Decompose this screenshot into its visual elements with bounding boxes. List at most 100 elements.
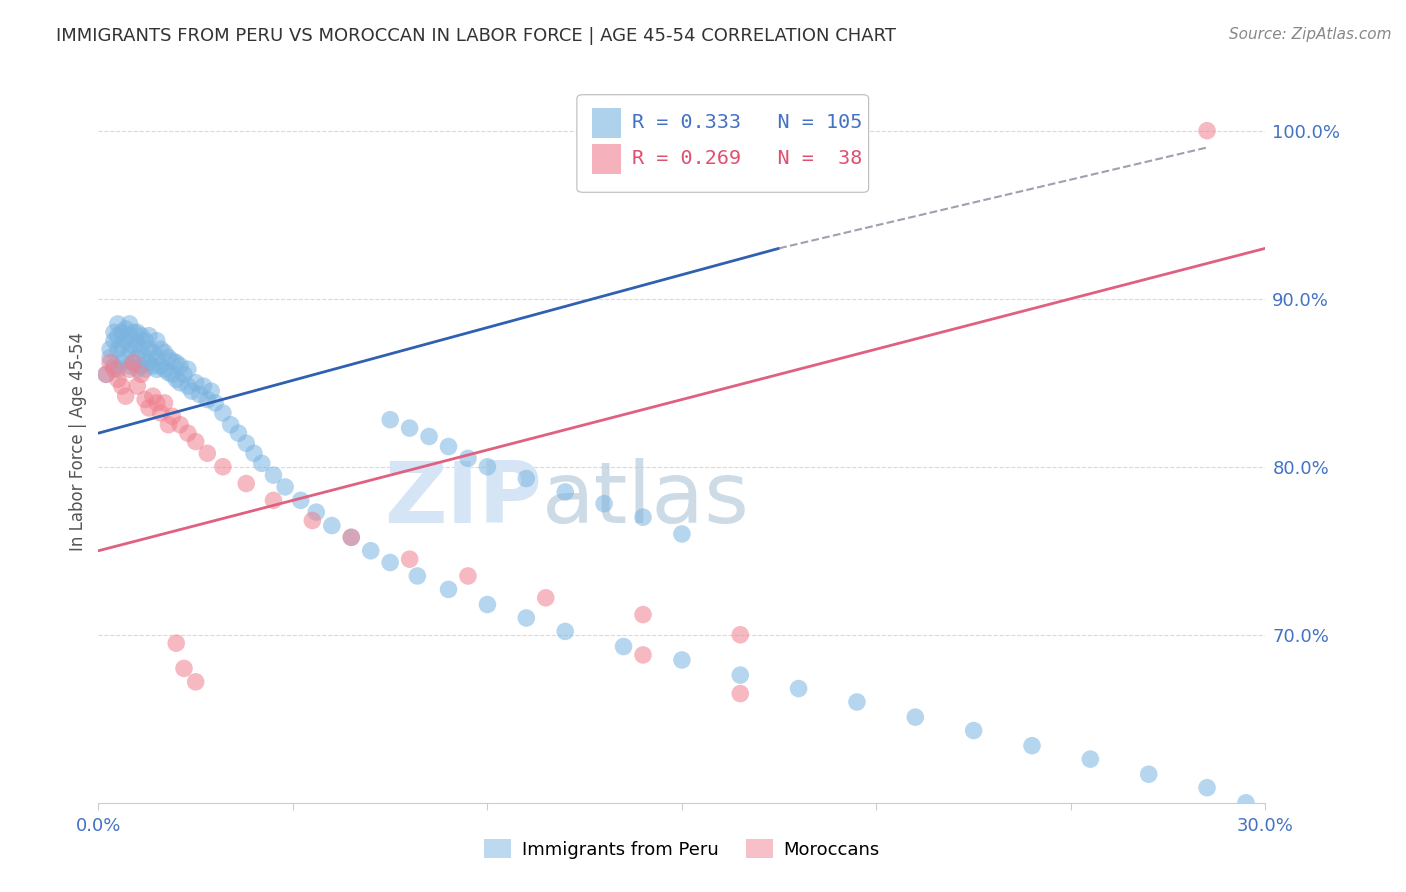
Point	[146, 396, 169, 410]
Point	[437, 582, 460, 597]
Point	[787, 681, 810, 696]
Point	[457, 451, 479, 466]
Point	[98, 342, 121, 356]
Point	[118, 359, 141, 373]
Point	[177, 426, 200, 441]
Point	[1195, 780, 1218, 795]
Point	[146, 351, 169, 365]
Point	[114, 389, 136, 403]
Point	[153, 362, 176, 376]
Point	[554, 624, 576, 639]
Point	[228, 426, 250, 441]
Point	[631, 648, 654, 662]
Point	[103, 326, 125, 340]
Text: atlas: atlas	[541, 458, 749, 541]
Point	[107, 342, 129, 356]
Point	[250, 456, 273, 470]
Point	[129, 342, 152, 356]
Point	[380, 556, 402, 570]
Point	[153, 345, 176, 359]
Point	[631, 607, 654, 622]
Point	[165, 372, 187, 386]
Point	[188, 387, 211, 401]
Point	[200, 384, 222, 398]
Point	[129, 328, 152, 343]
Point	[138, 342, 160, 356]
Point	[437, 440, 460, 454]
Point	[398, 421, 420, 435]
Point	[169, 417, 191, 432]
Point	[157, 417, 180, 432]
Point	[184, 674, 207, 689]
Point	[107, 317, 129, 331]
Point	[177, 362, 200, 376]
Point	[235, 476, 257, 491]
Point	[162, 409, 184, 424]
Point	[477, 598, 499, 612]
Point	[129, 368, 152, 382]
Point	[730, 687, 752, 701]
Point	[305, 505, 328, 519]
Point	[118, 328, 141, 343]
Point	[631, 510, 654, 524]
Point	[195, 392, 218, 407]
Point	[114, 334, 136, 348]
Text: R = 0.333   N = 105: R = 0.333 N = 105	[631, 113, 862, 132]
Point	[149, 342, 172, 356]
Point	[195, 446, 218, 460]
Point	[173, 368, 195, 382]
Point	[534, 591, 557, 605]
Point	[1080, 752, 1102, 766]
Point	[162, 354, 184, 368]
Point	[98, 355, 121, 369]
Point	[212, 459, 235, 474]
Point	[118, 317, 141, 331]
Point	[457, 569, 479, 583]
Point	[138, 328, 160, 343]
Point	[122, 326, 145, 340]
Point	[107, 362, 129, 376]
Point	[142, 389, 165, 403]
Point	[173, 661, 195, 675]
Point	[243, 446, 266, 460]
Point	[107, 372, 129, 386]
Point	[165, 636, 187, 650]
Point	[180, 384, 202, 398]
Point	[184, 376, 207, 390]
Y-axis label: In Labor Force | Age 45-54: In Labor Force | Age 45-54	[69, 332, 87, 551]
Point	[149, 406, 172, 420]
Point	[127, 362, 149, 376]
Point	[103, 334, 125, 348]
Point	[274, 480, 297, 494]
Point	[122, 339, 145, 353]
Point	[149, 359, 172, 373]
Point	[380, 413, 402, 427]
Point	[111, 326, 134, 340]
Point	[962, 723, 984, 738]
Point	[127, 337, 149, 351]
Point	[1234, 796, 1257, 810]
Point	[138, 401, 160, 415]
Point	[118, 362, 141, 376]
Point	[114, 322, 136, 336]
Point	[1137, 767, 1160, 781]
Point	[162, 368, 184, 382]
Point	[515, 471, 537, 485]
Point	[122, 355, 145, 369]
Point	[193, 379, 215, 393]
Point	[153, 396, 176, 410]
Point	[127, 326, 149, 340]
Point	[904, 710, 927, 724]
Point	[107, 328, 129, 343]
Point	[146, 334, 169, 348]
Point	[554, 485, 576, 500]
Point	[219, 417, 242, 432]
Point	[111, 355, 134, 369]
Point	[122, 355, 145, 369]
Text: Source: ZipAtlas.com: Source: ZipAtlas.com	[1229, 27, 1392, 42]
Text: ZIP: ZIP	[384, 458, 541, 541]
Point	[169, 376, 191, 390]
Point	[730, 628, 752, 642]
Point	[96, 368, 118, 382]
Point	[321, 518, 343, 533]
